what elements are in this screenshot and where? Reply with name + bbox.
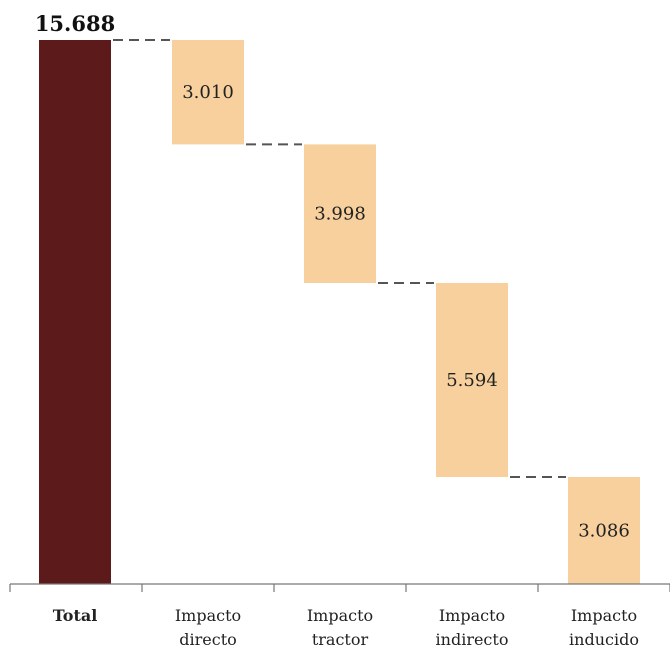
value-label-total: 15.688 [35, 11, 115, 36]
category-label-step-4: inducido [569, 630, 639, 649]
bar-total [39, 40, 111, 584]
value-label-step-2: 3.998 [314, 204, 366, 225]
value-label-step-1: 3.010 [182, 82, 234, 103]
category-label-total: Total [53, 606, 98, 625]
bar-step-3 [436, 283, 508, 477]
category-label-step-2: Impacto [307, 606, 373, 625]
bar-step-2 [304, 144, 376, 284]
category-label-step-3: indirecto [436, 630, 509, 649]
bar-step-1 [172, 40, 244, 145]
category-label-step-4: Impacto [571, 606, 637, 625]
category-label-step-1: Impacto [175, 606, 241, 625]
value-label-step-3: 5.594 [446, 370, 498, 391]
category-label-step-1: directo [179, 630, 237, 649]
bar-step-4 [568, 476, 640, 584]
category-label-step-3: Impacto [439, 606, 505, 625]
value-label-step-4: 3.086 [578, 520, 630, 541]
category-label-step-2: tractor [312, 630, 369, 649]
